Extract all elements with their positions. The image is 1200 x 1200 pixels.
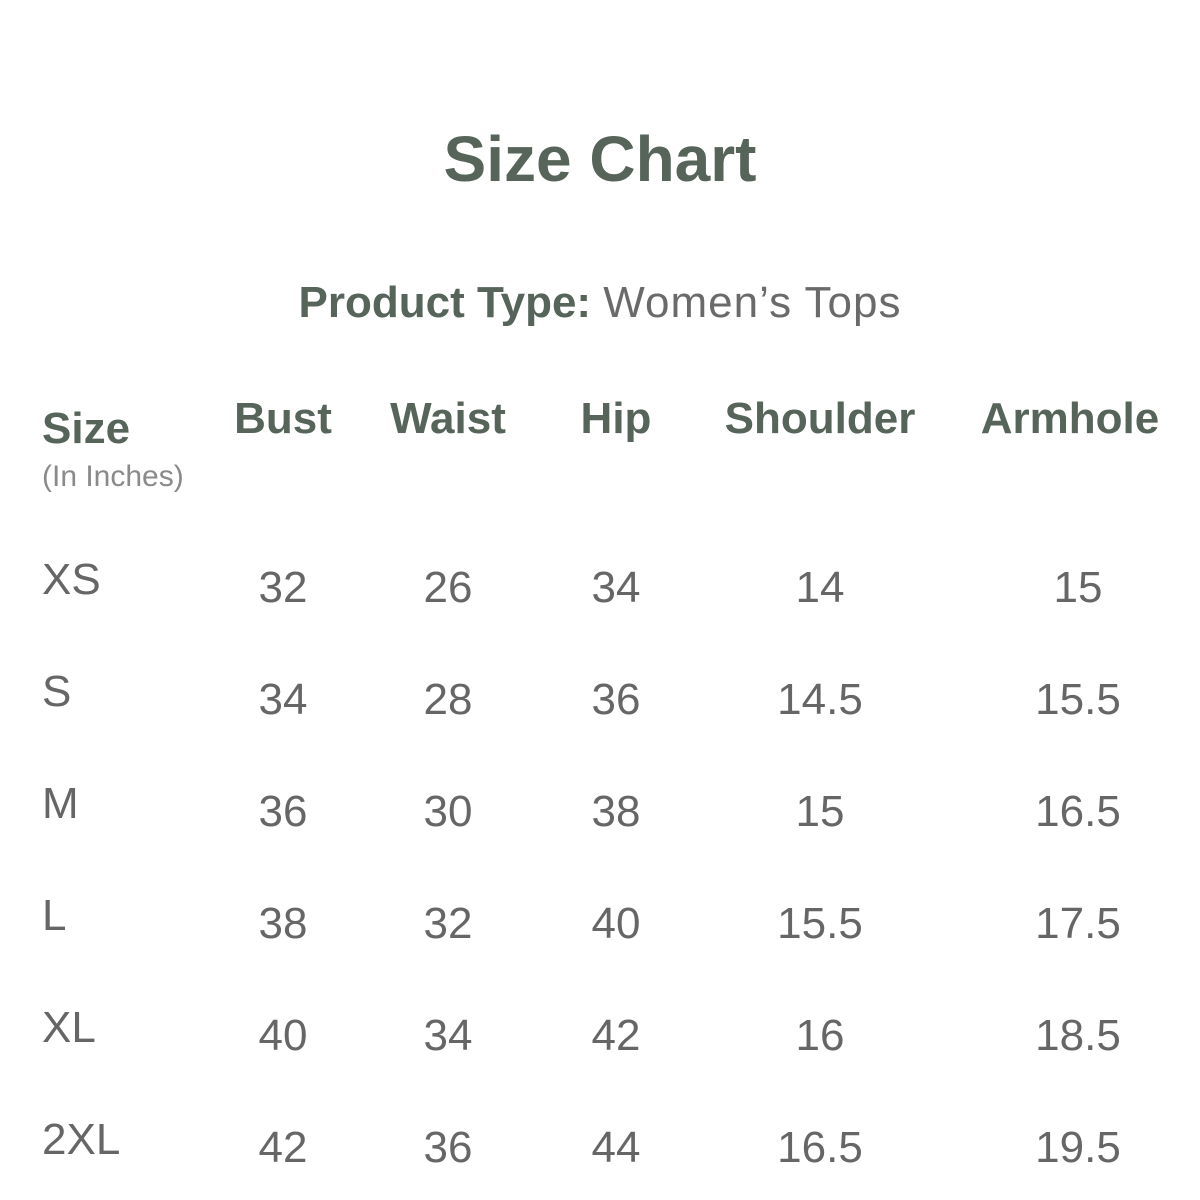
size-label: M — [42, 779, 79, 828]
bust-value: 40 — [258, 1011, 308, 1060]
hip-value: 38 — [591, 787, 641, 836]
waist-value: 34 — [423, 1011, 473, 1060]
waist-value: 32 — [423, 899, 473, 948]
size-label: 2XL — [42, 1115, 121, 1164]
page-title: Size Chart — [443, 123, 757, 195]
shoulder-value: 14.5 — [777, 675, 863, 724]
waist-value: 26 — [423, 563, 473, 612]
unit-note: (In Inches) — [42, 460, 184, 493]
waist-value: 28 — [423, 675, 473, 724]
size-label: XL — [42, 1003, 96, 1052]
hip-value: 34 — [591, 563, 641, 612]
column-header-bust: Bust — [234, 394, 332, 443]
bust-value: 42 — [258, 1123, 308, 1172]
column-header-hip: Hip — [580, 394, 652, 443]
armhole-value: 16.5 — [1035, 787, 1121, 836]
shoulder-value: 16.5 — [777, 1123, 863, 1172]
shoulder-value: 16 — [795, 1011, 845, 1060]
armhole-value: 15 — [1053, 563, 1103, 612]
column-header-waist: Waist — [390, 394, 506, 443]
size-label: XS — [42, 555, 101, 604]
armhole-value: 18.5 — [1035, 1011, 1121, 1060]
hip-value: 36 — [591, 675, 641, 724]
armhole-value: 15.5 — [1035, 675, 1121, 724]
bust-value: 36 — [258, 787, 308, 836]
hip-value: 40 — [591, 899, 641, 948]
bust-value: 34 — [258, 675, 308, 724]
product-type-label: Product Type: — [298, 278, 592, 327]
hip-value: 42 — [591, 1011, 641, 1060]
size-label: L — [42, 891, 67, 940]
shoulder-value: 15.5 — [777, 899, 863, 948]
hip-value: 44 — [591, 1123, 641, 1172]
bust-value: 32 — [258, 563, 308, 612]
shoulder-value: 15 — [795, 787, 845, 836]
waist-value: 36 — [423, 1123, 473, 1172]
size-column-header: Size — [42, 404, 131, 453]
waist-value: 30 — [423, 787, 473, 836]
column-header-shoulder: Shoulder — [724, 394, 916, 443]
product-type-value: Women’s Tops — [603, 278, 902, 327]
armhole-value: 19.5 — [1035, 1123, 1121, 1172]
shoulder-value: 14 — [795, 563, 845, 612]
column-header-armhole: Armhole — [980, 394, 1160, 443]
bust-value: 38 — [258, 899, 308, 948]
size-label: S — [42, 667, 72, 716]
armhole-value: 17.5 — [1035, 899, 1121, 948]
product-type: Product Type: Women’s Tops — [0, 278, 1200, 328]
